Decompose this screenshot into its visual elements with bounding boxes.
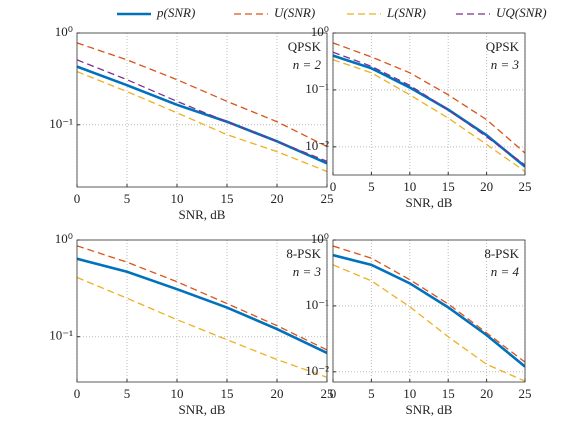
x-tick-label: 20 — [271, 386, 284, 401]
x-tick-label: 20 — [480, 179, 493, 194]
series-line — [77, 257, 327, 355]
annotation: QPSK — [486, 39, 520, 54]
annotation: n = 2 — [293, 57, 322, 72]
legend-label: L(SNR) — [386, 5, 426, 20]
y-tick-label: 10⁻¹ — [49, 328, 73, 343]
x-tick-label: 0 — [74, 191, 81, 206]
x-tick-label: 25 — [321, 386, 334, 401]
plot-area — [77, 33, 327, 187]
x-tick-label: 0 — [330, 179, 337, 194]
x-tick-label: 20 — [271, 191, 284, 206]
annotation: n = 4 — [491, 264, 520, 279]
annotation: n = 3 — [293, 264, 322, 279]
x-tick-label: 5 — [124, 191, 131, 206]
plot-area — [77, 240, 327, 382]
y-tick-label: 10⁻¹ — [305, 297, 329, 312]
x-axis-label: SNR, dB — [179, 207, 226, 222]
series-line — [333, 264, 525, 382]
legend-label: UQ(SNR) — [496, 5, 547, 20]
x-tick-label: 0 — [74, 386, 81, 401]
series-line — [333, 59, 525, 172]
axes-frame — [332, 239, 526, 383]
x-tick-label: 5 — [368, 386, 375, 401]
x-tick-label: 25 — [321, 191, 334, 206]
y-tick-label: 10⁻¹ — [305, 81, 329, 96]
y-tick-label: 10⁻¹ — [49, 116, 73, 131]
annotation: QPSK — [288, 39, 322, 54]
x-tick-label: 10 — [171, 386, 184, 401]
series-line — [77, 245, 327, 351]
series-line — [77, 70, 327, 173]
annotation: n = 3 — [491, 57, 520, 72]
x-axis-label: SNR, dB — [406, 402, 453, 417]
series-line — [333, 42, 525, 154]
series-line — [77, 276, 327, 378]
x-tick-label: 10 — [403, 386, 416, 401]
series-line — [333, 253, 525, 368]
x-axis-label: SNR, dB — [406, 195, 453, 210]
x-tick-label: 25 — [519, 179, 532, 194]
x-tick-label: 15 — [442, 179, 455, 194]
y-tick-label: 10⁰ — [311, 24, 329, 39]
series-line — [333, 51, 525, 166]
plot-area — [333, 33, 525, 175]
x-tick-label: 10 — [403, 179, 416, 194]
x-tick-label: 15 — [221, 191, 234, 206]
y-tick-label: 10⁰ — [55, 24, 73, 39]
x-tick-label: 5 — [124, 386, 131, 401]
axes-frame — [332, 32, 526, 176]
x-tick-label: 10 — [171, 191, 184, 206]
y-tick-label: 10⁻² — [305, 363, 329, 378]
x-tick-label: 15 — [221, 386, 234, 401]
x-tick-label: 5 — [368, 179, 375, 194]
y-tick-label: 10⁰ — [311, 231, 329, 246]
x-tick-label: 15 — [442, 386, 455, 401]
annotation: 8-PSK — [286, 246, 321, 261]
x-tick-label: 0 — [330, 386, 337, 401]
series-line — [77, 59, 327, 162]
axes-frame — [76, 32, 328, 188]
series-line — [77, 42, 327, 148]
axes-frame — [76, 239, 328, 383]
series-line — [333, 54, 525, 168]
legend-label: U(SNR) — [274, 5, 315, 20]
x-axis-label: SNR, dB — [179, 402, 226, 417]
legend-label: p(SNR) — [156, 5, 195, 20]
x-tick-label: 25 — [519, 386, 532, 401]
y-tick-label: 10⁰ — [55, 231, 73, 246]
series-line — [333, 245, 525, 363]
annotation: 8-PSK — [484, 246, 519, 261]
y-tick-label: 10⁻² — [305, 138, 329, 153]
x-tick-label: 20 — [480, 386, 493, 401]
